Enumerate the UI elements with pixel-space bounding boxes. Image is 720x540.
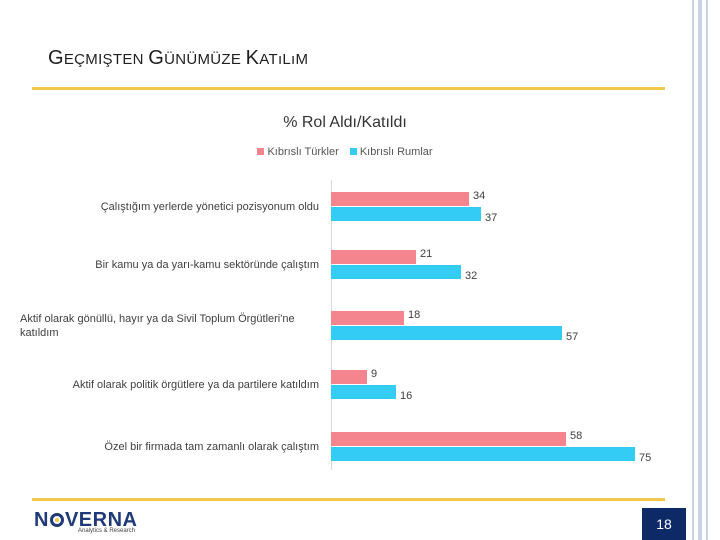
data-label: 58 xyxy=(570,430,583,442)
bar-kibrisli-turkler xyxy=(331,432,566,446)
legend-swatch xyxy=(257,147,265,155)
data-label: 16 xyxy=(400,390,413,402)
category-label: Aktif olarak gönüllü, hayır ya da Sivil … xyxy=(20,313,295,339)
legend-item: Kıbrıslı Rumlar xyxy=(349,146,433,158)
title-part: G xyxy=(148,47,165,69)
logo-mark-icon xyxy=(49,513,64,527)
data-label: 34 xyxy=(473,190,486,202)
title-part: ATıLıM xyxy=(259,51,309,68)
category-label: Çalıştığım yerlerde yönetici pozisyonum … xyxy=(100,201,319,213)
bar-kibrisli-rumlar xyxy=(331,326,562,340)
company-logo: N VERNA xyxy=(34,509,137,532)
bar-kibrisli-turkler xyxy=(331,311,404,325)
data-label: 21 xyxy=(420,248,433,260)
title-divider xyxy=(32,87,665,90)
chart-title: % Rol Aldı/Katıldı xyxy=(283,114,407,131)
legend-label: Kıbrıslı Türkler xyxy=(267,146,339,158)
right-decor-rail xyxy=(690,0,720,540)
bar-kibrisli-rumlar xyxy=(331,265,461,279)
legend-item: Kıbrıslı Türkler xyxy=(257,146,339,158)
title-part: ÜNÜMÜZE xyxy=(164,51,246,68)
data-label: 18 xyxy=(408,309,421,321)
bar-kibrisli-turkler xyxy=(331,370,367,384)
category-label: Özel bir firmada tam zamanlı olarak çalı… xyxy=(104,441,319,453)
rail-line xyxy=(692,0,694,540)
bar-kibrisli-rumlar xyxy=(331,385,396,399)
legend-label: Kıbrıslı Rumlar xyxy=(359,146,433,158)
title-part: K xyxy=(245,47,260,69)
title-part: G xyxy=(48,47,64,69)
page-number: 18 xyxy=(642,508,686,540)
category-label: Bir kamu ya da yarı-kamu sektöründe çalı… xyxy=(95,259,319,271)
bar-kibrisli-turkler xyxy=(331,250,416,264)
category-axis-line xyxy=(331,180,332,470)
title-part: EÇMIŞTEN xyxy=(63,51,149,68)
logo-tagline: Analytics & Research xyxy=(78,528,136,534)
legend-swatch xyxy=(349,147,357,155)
data-label: 32 xyxy=(465,270,478,282)
data-label: 9 xyxy=(371,368,378,380)
bar-kibrisli-rumlar xyxy=(331,207,481,221)
footer-divider xyxy=(32,498,665,501)
data-label: 75 xyxy=(639,452,652,464)
chart-legend: Kıbrıslı Türkler Kıbrıslı Rumlar xyxy=(0,146,690,158)
data-label: 37 xyxy=(485,212,498,224)
bar-kibrisli-turkler xyxy=(331,192,469,206)
slide-title: GEÇMIŞTEN GÜNÜMÜZE KATıLıM xyxy=(48,47,308,70)
rail-line xyxy=(706,0,708,540)
logo-text: N xyxy=(34,509,49,531)
bar-kibrisli-rumlar xyxy=(331,447,635,461)
category-label: Aktif olarak politik örgütlere ya da par… xyxy=(72,379,319,391)
rail-line xyxy=(698,0,702,540)
data-label: 57 xyxy=(566,331,579,343)
logo-text: VERNA xyxy=(64,509,138,531)
